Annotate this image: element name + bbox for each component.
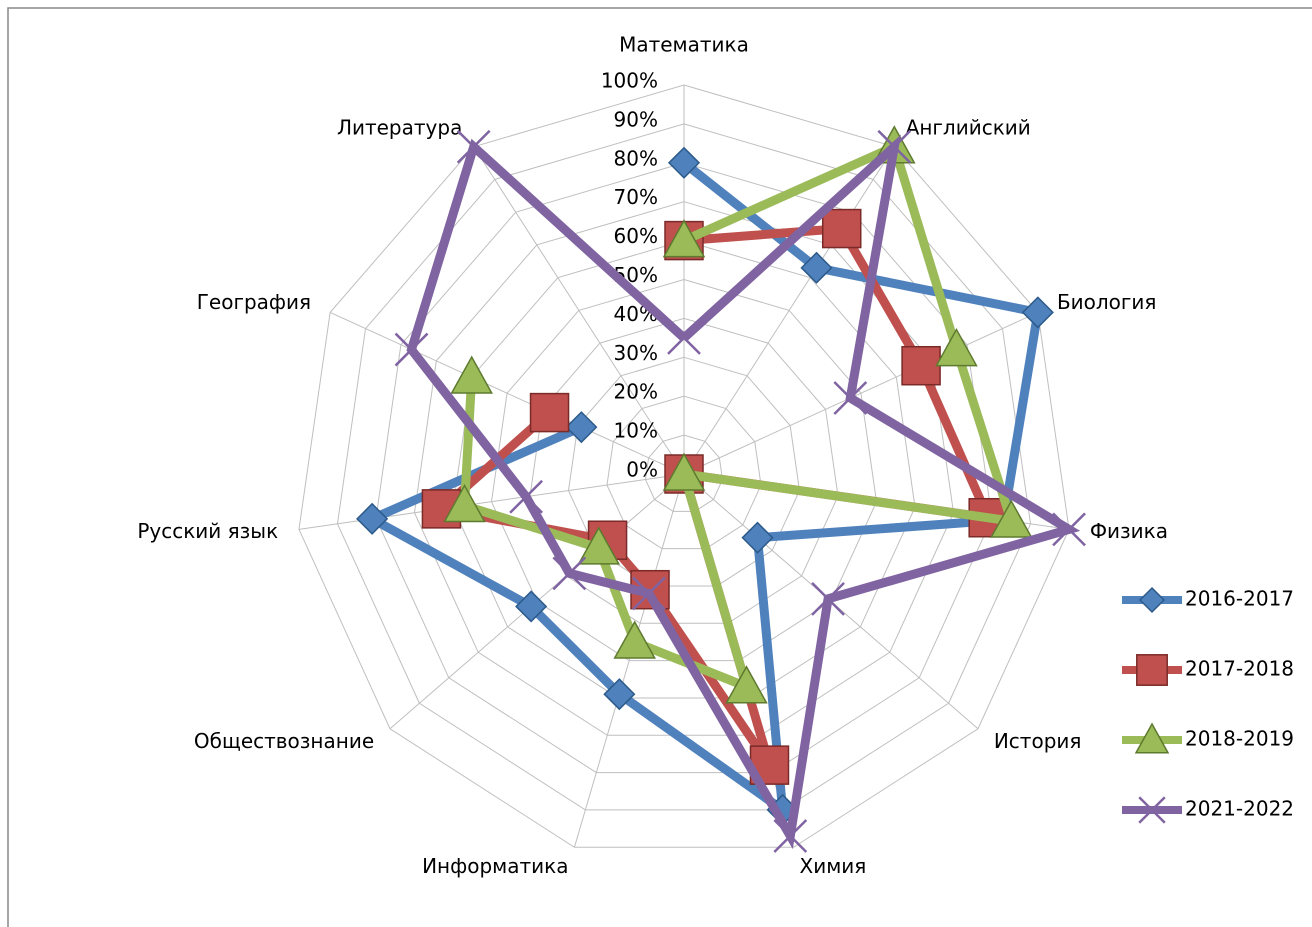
r-tick-label: 90%: [614, 107, 658, 131]
marker-triangle: [450, 355, 493, 394]
grid-ring: [298, 84, 1070, 848]
marker-x: [552, 556, 587, 591]
category-label: Биология: [1057, 290, 1157, 314]
marker-x: [509, 479, 544, 514]
marker-square: [529, 392, 570, 433]
r-tick-label: 60%: [614, 224, 658, 248]
marker-triangle: [725, 665, 768, 704]
marker-triangle: [662, 452, 706, 491]
r-tick-label: 70%: [614, 185, 658, 209]
category-label: Английский: [906, 116, 1031, 140]
marker-x: [833, 381, 868, 415]
series-line: [406, 134, 1081, 850]
marker-x: [667, 320, 701, 355]
r-tick-label: 80%: [614, 146, 658, 170]
marker-x: [456, 129, 491, 164]
marker-x: [811, 581, 845, 616]
legend-label: 2016-2017: [1185, 587, 1294, 611]
legend-marker: [1136, 654, 1168, 686]
marker-x: [877, 129, 912, 164]
legend-marker: [1138, 586, 1166, 614]
marker-triangle: [577, 526, 621, 565]
marker-x: [773, 819, 808, 853]
spoke: [683, 311, 1039, 475]
marker-diamond: [515, 590, 548, 623]
marker-square: [901, 345, 941, 386]
marker-triangle: [990, 499, 1033, 538]
grid-ring: [452, 240, 916, 699]
marker-triangle: [443, 484, 486, 523]
legend-label: 2021-2022: [1185, 797, 1294, 821]
legend-label: 2018-2019: [1185, 727, 1294, 751]
legend-label: 2017-2018: [1185, 657, 1294, 681]
marker-diamond: [667, 146, 701, 179]
marker-diamond: [356, 502, 389, 535]
grid-ring: [606, 395, 762, 550]
category-label: История: [994, 729, 1082, 753]
legend-marker: [1134, 722, 1170, 754]
category-label: Обществознание: [194, 729, 374, 753]
category-label: Русский язык: [137, 519, 278, 543]
category-label: Химия: [800, 854, 867, 878]
marker-triangle: [613, 620, 656, 659]
chart-border: [7, 7, 1312, 927]
category-label: Математика: [619, 33, 749, 57]
r-tick-label: 20%: [614, 380, 658, 404]
marker-diamond: [565, 411, 598, 444]
r-tick-label: 0%: [626, 458, 658, 482]
category-label: Физика: [1090, 519, 1168, 543]
spoke: [683, 146, 895, 475]
series-line: [459, 140, 1018, 695]
spoke: [329, 311, 685, 475]
spoke: [573, 473, 685, 848]
r-tick-label: 10%: [614, 419, 658, 443]
marker-triangle: [935, 328, 978, 367]
series-line: [361, 159, 1043, 820]
r-tick-label: 100%: [601, 69, 658, 93]
marker-triangle: [662, 219, 706, 258]
marker-x: [632, 576, 666, 611]
marker-diamond: [800, 251, 833, 284]
marker-x: [1052, 512, 1086, 547]
category-label: География: [197, 290, 311, 314]
category-label: Литература: [337, 116, 462, 140]
marker-diamond: [741, 521, 774, 554]
legend-marker: [1138, 796, 1166, 824]
r-tick-label: 30%: [614, 341, 658, 365]
spoke: [473, 146, 685, 475]
category-label: Информатика: [422, 854, 568, 878]
marker-diamond: [603, 678, 636, 711]
grid-ring: [644, 434, 724, 512]
marker-square: [821, 208, 862, 249]
marker-diamond: [1021, 296, 1054, 329]
marker-x: [394, 332, 429, 367]
